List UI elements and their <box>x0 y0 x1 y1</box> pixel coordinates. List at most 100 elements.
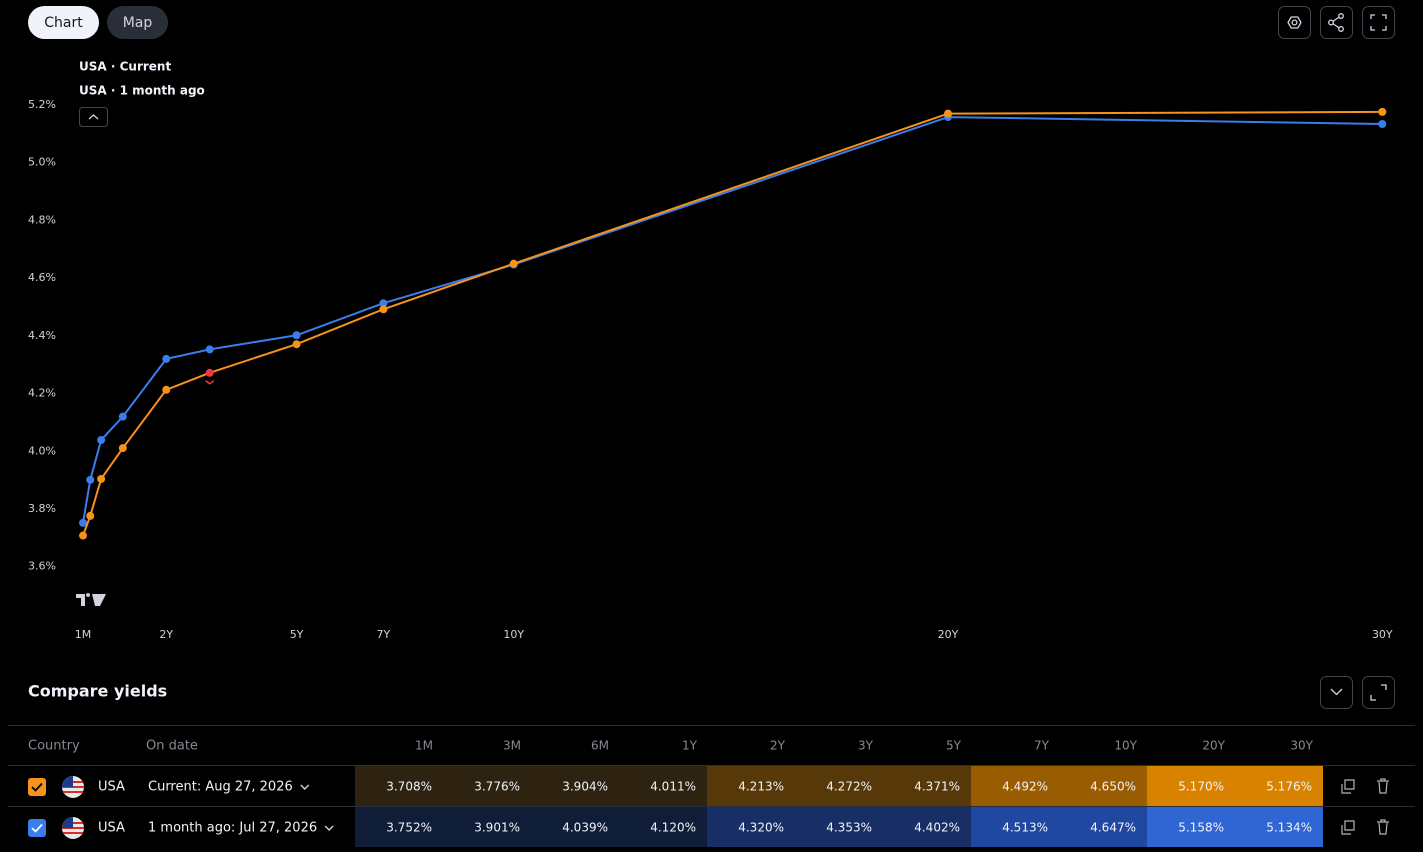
date-dropdown[interactable] <box>300 784 310 790</box>
data-point <box>118 444 127 453</box>
cell <box>1147 807 1235 847</box>
cell <box>1059 807 1147 847</box>
series-line <box>82 110 1383 536</box>
column-header: Country <box>28 739 80 754</box>
table-title: Compare yields <box>28 682 167 701</box>
date-dropdown[interactable] <box>324 825 334 831</box>
yield-cell: 4.213% <box>738 780 784 794</box>
collapse-legend-button[interactable] <box>79 107 108 127</box>
y-tick-label: 4.0% <box>28 444 56 457</box>
icon <box>1338 13 1344 19</box>
flag-canton <box>62 817 73 828</box>
yield-cell: 4.120% <box>650 821 696 835</box>
delete-icon[interactable] <box>1377 778 1389 794</box>
on-date[interactable]: 1 month ago: Jul 27, 2026 <box>148 821 317 836</box>
yield-cell: 4.650% <box>1090 780 1136 794</box>
column-header: On date <box>146 739 198 754</box>
tab-chart[interactable] <box>28 6 99 39</box>
data-point <box>79 518 88 527</box>
yield-cell: 4.039% <box>562 821 608 835</box>
yield-cell: 3.708% <box>386 780 432 794</box>
x-tick-label: 2Y <box>159 628 173 641</box>
logo <box>76 593 106 606</box>
data-point <box>1378 107 1387 116</box>
yield-cell: 5.170% <box>1178 780 1224 794</box>
column-header: 30Y <box>1290 739 1313 753</box>
series-line <box>82 116 1383 524</box>
cell <box>531 807 619 847</box>
data-point <box>162 354 171 363</box>
cell <box>1147 766 1235 806</box>
cell <box>443 766 531 806</box>
cell <box>795 766 883 806</box>
expand-button[interactable] <box>1362 676 1395 709</box>
cell <box>1059 766 1147 806</box>
legend-entry: USA · Current <box>79 60 171 74</box>
settings-button[interactable] <box>1278 6 1311 39</box>
x-tick-label: 20Y <box>938 628 959 641</box>
yield-cell: 4.320% <box>738 821 784 835</box>
data-point <box>292 340 301 349</box>
data-point <box>944 109 952 118</box>
cell <box>531 766 619 806</box>
column-header: 1Y <box>682 739 698 753</box>
column-header: 1M <box>415 739 433 753</box>
fullscreen-button[interactable] <box>1362 6 1395 39</box>
change-indicator <box>205 380 215 385</box>
x-tick-label: 1M <box>75 628 92 641</box>
yield-cell: 3.752% <box>386 821 432 835</box>
checkbox[interactable] <box>28 778 46 796</box>
cell <box>707 766 795 806</box>
y-tick-label: 4.8% <box>28 213 56 226</box>
icon <box>1370 14 1387 31</box>
data-point <box>97 474 106 483</box>
x-tick-label: 7Y <box>377 628 391 641</box>
data-point <box>79 531 88 540</box>
icon <box>1330 688 1343 696</box>
cell <box>707 807 795 847</box>
tab-label[interactable]: Map <box>123 15 153 31</box>
icon <box>88 114 99 120</box>
yield-cell: 5.176% <box>1266 780 1312 794</box>
data-point <box>1378 120 1387 129</box>
column-header: 20Y <box>1202 739 1225 753</box>
cell <box>1235 766 1323 806</box>
column-header: 10Y <box>1114 739 1137 753</box>
data-point <box>509 259 518 268</box>
y-tick-label: 4.4% <box>28 329 56 342</box>
tab-label[interactable]: Chart <box>44 15 83 31</box>
copy-icon[interactable] <box>1341 779 1355 794</box>
tab-map[interactable] <box>107 6 168 39</box>
icon <box>1291 19 1298 26</box>
yield-cell: 4.272% <box>826 780 872 794</box>
data-point <box>97 436 106 445</box>
icon <box>1287 16 1302 29</box>
data-point <box>86 475 95 484</box>
on-date[interactable]: Current: Aug 27, 2026 <box>148 780 293 795</box>
copy-icon[interactable] <box>1341 820 1355 835</box>
delete-icon[interactable] <box>1377 819 1389 835</box>
checkmark <box>31 782 43 792</box>
cell <box>1235 807 1323 847</box>
yield-cell: 4.371% <box>914 780 960 794</box>
cell <box>619 766 707 806</box>
collapse-button[interactable] <box>1320 676 1353 709</box>
cell <box>355 766 443 806</box>
share-button[interactable] <box>1320 6 1353 39</box>
yield-cell: 3.904% <box>562 780 608 794</box>
flag-canton <box>62 776 73 787</box>
cell <box>355 807 443 847</box>
cell <box>795 807 883 847</box>
data-point <box>292 331 301 340</box>
y-tick-label: 3.8% <box>28 502 56 515</box>
checkbox[interactable] <box>28 819 46 837</box>
yield-cell: 3.901% <box>474 821 520 835</box>
yield-cell: 4.492% <box>1002 780 1048 794</box>
data-point <box>379 299 388 308</box>
column-header: 3Y <box>858 739 874 753</box>
icon <box>1328 19 1334 26</box>
country: USA <box>98 780 125 795</box>
cell <box>619 807 707 847</box>
legend-entry: USA · 1 month ago <box>79 84 205 98</box>
